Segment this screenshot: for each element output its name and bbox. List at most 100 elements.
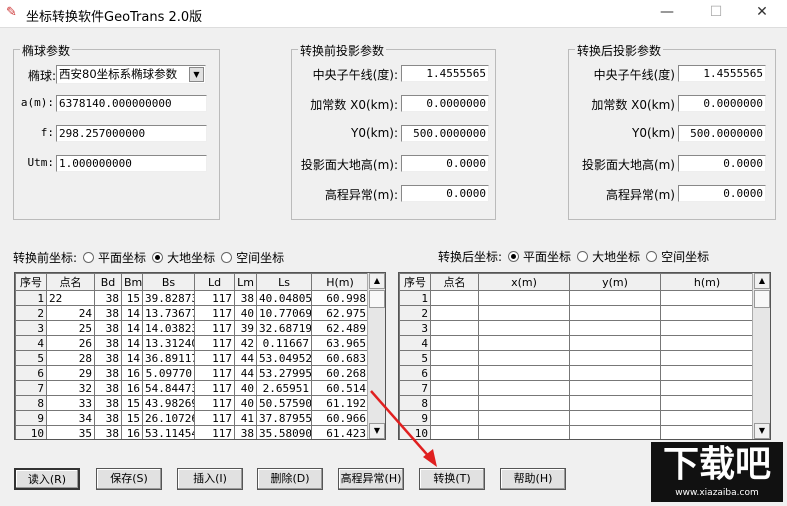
table-cell[interactable] xyxy=(478,425,570,439)
column-header[interactable]: Ls xyxy=(256,273,312,291)
radio-option[interactable]: 平面坐标 xyxy=(77,251,146,265)
field-input[interactable]: 1.4555565 xyxy=(401,65,489,82)
table-cell[interactable]: 15 xyxy=(121,395,143,411)
table-row[interactable]: 8 xyxy=(399,395,754,411)
table-row[interactable]: 2 24 38 14 13.73677 117 40 10.77069 62.975 xyxy=(15,305,369,321)
table-cell[interactable] xyxy=(660,365,754,381)
table-cell[interactable] xyxy=(478,320,570,336)
f-input[interactable]: 298.257000000 xyxy=(56,125,207,142)
table-row[interactable]: 8 33 38 15 43.98269 117 40 50.57590 61.192 xyxy=(15,395,369,411)
radio-button[interactable] xyxy=(152,252,164,263)
column-header[interactable]: 点名 xyxy=(46,273,95,291)
table-cell[interactable]: 117 xyxy=(194,395,235,411)
table-cell[interactable]: 60.514 xyxy=(311,380,369,396)
table-cell[interactable]: 38 xyxy=(94,395,122,411)
table-cell[interactable]: 38 xyxy=(94,365,122,381)
target-coords-grid[interactable]: 序号 点名 x(m) y(m) h(m) 1 2 3 4 5 6 7 8 9 10 ▲ ▼ xyxy=(398,272,771,440)
table-cell[interactable]: 10.77069 xyxy=(256,305,312,321)
table-cell[interactable]: 60.268 xyxy=(311,365,369,381)
table-cell[interactable]: 40 xyxy=(234,380,257,396)
scroll-down-icon[interactable]: ▼ xyxy=(369,423,385,439)
table-cell[interactable] xyxy=(478,380,570,396)
table-cell[interactable] xyxy=(660,380,754,396)
table-cell[interactable] xyxy=(660,290,754,306)
radio-button[interactable] xyxy=(83,252,95,263)
table-cell[interactable]: 35.58090 xyxy=(256,425,312,439)
table-cell[interactable]: 15 xyxy=(121,290,143,306)
field-input[interactable]: 0.0000 xyxy=(678,155,766,172)
table-cell[interactable] xyxy=(430,320,479,336)
table-cell[interactable]: 40.04805 xyxy=(256,290,312,306)
table-cell[interactable]: 33 xyxy=(46,395,95,411)
table-cell[interactable]: 42 xyxy=(234,335,257,351)
read-button[interactable]: 读入(R) xyxy=(14,468,80,490)
table-cell[interactable]: 117 xyxy=(194,380,235,396)
table-cell[interactable]: 117 xyxy=(194,305,235,321)
table-cell[interactable]: 62.975 xyxy=(311,305,369,321)
table-cell[interactable] xyxy=(569,290,661,306)
radio-button[interactable] xyxy=(221,252,233,263)
table-cell[interactable] xyxy=(660,335,754,351)
vertical-scrollbar[interactable]: ▲ ▼ xyxy=(367,273,385,439)
column-header[interactable]: Ld xyxy=(194,273,235,291)
radio-option[interactable]: 空间坐标 xyxy=(640,250,709,264)
minimize-button[interactable]: — xyxy=(660,4,674,20)
table-cell[interactable]: 34 xyxy=(46,410,95,426)
radio-option[interactable]: 大地坐标 xyxy=(146,251,215,265)
table-cell[interactable]: 60.683 xyxy=(311,350,369,366)
scroll-thumb[interactable] xyxy=(369,290,385,308)
column-header[interactable]: h(m) xyxy=(660,273,754,291)
table-cell[interactable] xyxy=(660,320,754,336)
table-row[interactable]: 9 xyxy=(399,410,754,426)
column-header[interactable]: Bd xyxy=(94,273,122,291)
table-cell[interactable]: 16 xyxy=(121,365,143,381)
table-cell[interactable]: 117 xyxy=(194,410,235,426)
table-cell[interactable]: 117 xyxy=(194,365,235,381)
table-row[interactable]: 1 22 38 15 39.82873 117 38 40.04805 60.998 xyxy=(15,290,369,306)
table-row[interactable]: 1 xyxy=(399,290,754,306)
close-button[interactable]: ✕ xyxy=(756,4,768,20)
table-cell[interactable]: 5.09770 xyxy=(142,365,195,381)
table-cell[interactable]: 43.98269 xyxy=(142,395,195,411)
table-cell[interactable] xyxy=(478,395,570,411)
table-cell[interactable] xyxy=(569,425,661,439)
table-cell[interactable]: 38 xyxy=(94,380,122,396)
table-cell[interactable] xyxy=(478,290,570,306)
table-cell[interactable]: 63.965 xyxy=(311,335,369,351)
radio-button[interactable] xyxy=(508,251,520,262)
table-row[interactable]: 6 29 38 16 5.09770 117 44 53.27995 60.268 xyxy=(15,365,369,381)
field-input[interactable]: 500.0000000 xyxy=(678,125,766,142)
table-row[interactable]: 5 28 38 14 36.89117 117 44 53.04952 60.683 xyxy=(15,350,369,366)
table-cell[interactable]: 41 xyxy=(234,410,257,426)
table-cell[interactable]: 117 xyxy=(194,290,235,306)
column-header[interactable]: Bs xyxy=(142,273,195,291)
table-cell[interactable]: 15 xyxy=(121,410,143,426)
column-header[interactable]: x(m) xyxy=(478,273,570,291)
table-cell[interactable]: 117 xyxy=(194,335,235,351)
table-cell[interactable]: 26 xyxy=(46,335,95,351)
table-cell[interactable]: 53.11454 xyxy=(142,425,195,439)
save-button[interactable]: 保存(S) xyxy=(96,468,162,490)
field-input[interactable]: 0.0000 xyxy=(678,185,766,202)
radio-option[interactable]: 空间坐标 xyxy=(215,251,284,265)
column-header[interactable]: Lm xyxy=(234,273,257,291)
table-cell[interactable]: 32 xyxy=(46,380,95,396)
table-cell[interactable]: 44 xyxy=(234,350,257,366)
table-cell[interactable]: 50.57590 xyxy=(256,395,312,411)
table-cell[interactable]: 14 xyxy=(121,305,143,321)
table-cell[interactable]: 26.10726 xyxy=(142,410,195,426)
table-cell[interactable] xyxy=(569,410,661,426)
table-cell[interactable]: 38 xyxy=(94,320,122,336)
table-row[interactable]: 2 xyxy=(399,305,754,321)
table-cell[interactable]: 38 xyxy=(94,410,122,426)
utm-input[interactable]: 1.000000000 xyxy=(56,155,207,172)
scroll-down-icon[interactable]: ▼ xyxy=(754,423,770,439)
table-cell[interactable]: 38 xyxy=(94,290,122,306)
scroll-up-icon[interactable]: ▲ xyxy=(754,273,770,289)
table-cell[interactable] xyxy=(569,380,661,396)
radio-option[interactable]: 大地坐标 xyxy=(571,250,640,264)
table-cell[interactable] xyxy=(430,335,479,351)
table-row[interactable]: 4 xyxy=(399,335,754,351)
column-header[interactable]: Bm xyxy=(121,273,143,291)
source-coords-grid[interactable]: 序号 点名 Bd Bm Bs Ld Lm Ls H(m) 1 22 38 15 39.82873 117 38… xyxy=(14,272,386,440)
